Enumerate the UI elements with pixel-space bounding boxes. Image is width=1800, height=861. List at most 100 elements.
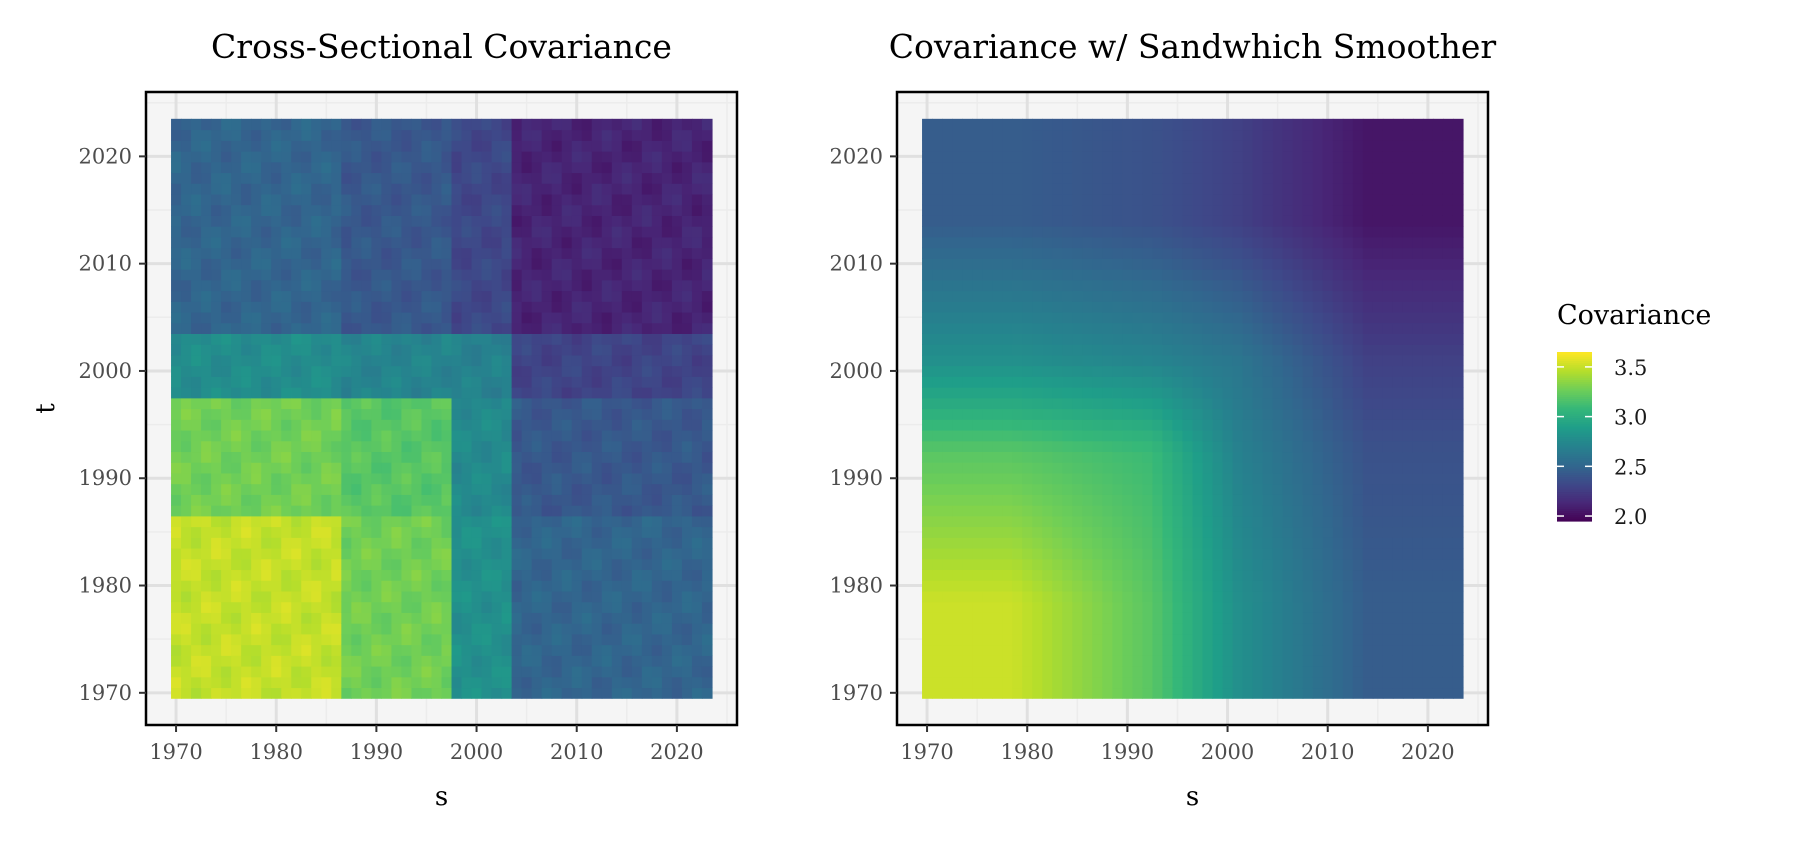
heatmap-cell xyxy=(1162,419,1174,431)
heatmap-cell xyxy=(1212,623,1224,635)
heatmap-cell xyxy=(1072,322,1083,334)
heatmap-cell xyxy=(481,526,493,538)
heatmap-cell xyxy=(1062,397,1073,410)
heatmap-cell xyxy=(251,440,262,453)
heatmap-cell xyxy=(982,505,993,517)
heatmap-cell xyxy=(181,526,192,538)
heatmap-cell xyxy=(1242,451,1254,463)
heatmap-cell xyxy=(661,311,673,324)
heatmap-cell xyxy=(541,333,553,345)
heatmap-cell xyxy=(331,258,342,270)
heatmap-cell xyxy=(321,397,332,410)
heatmap-cell xyxy=(992,440,1003,453)
heatmap-cell xyxy=(1172,193,1184,206)
heatmap-cell xyxy=(1052,462,1063,474)
heatmap-cell xyxy=(221,505,232,517)
heatmap-cell xyxy=(631,505,643,517)
heatmap-cell xyxy=(942,601,953,613)
heatmap-cell xyxy=(661,129,673,141)
heatmap-cell xyxy=(1162,193,1174,206)
heatmap-cell xyxy=(231,590,242,603)
heatmap-cell xyxy=(591,590,603,603)
heatmap-cell xyxy=(181,505,192,517)
heatmap-cell xyxy=(962,161,973,174)
heatmap-cell xyxy=(1002,387,1013,399)
heatmap-cell xyxy=(932,633,943,646)
heatmap-cell xyxy=(501,344,513,356)
heatmap-cell xyxy=(631,665,643,678)
heatmap-cell xyxy=(211,129,222,141)
heatmap-cell xyxy=(241,558,252,571)
heatmap-cell xyxy=(561,601,573,613)
heatmap-cell xyxy=(181,558,192,571)
heatmap-cell xyxy=(321,215,332,227)
heatmap-cell xyxy=(511,279,523,292)
heatmap-cell xyxy=(261,633,272,646)
heatmap-cell xyxy=(1022,547,1033,560)
heatmap-cell xyxy=(531,311,543,324)
heatmap-cell xyxy=(651,601,663,613)
heatmap-cell xyxy=(201,151,212,163)
heatmap-cell xyxy=(701,215,713,227)
heatmap-cell xyxy=(541,462,553,474)
heatmap-cell xyxy=(1112,601,1123,613)
heatmap-cell xyxy=(451,397,463,410)
heatmap-cell xyxy=(1122,365,1133,377)
heatmap-cell xyxy=(1142,462,1154,474)
heatmap-cell xyxy=(401,547,413,560)
heatmap-cell xyxy=(922,472,933,485)
heatmap-cell xyxy=(1192,687,1204,699)
heatmap-cell xyxy=(371,376,382,388)
heatmap-cell xyxy=(1112,258,1123,270)
heatmap-cell xyxy=(371,601,382,613)
heatmap-cell xyxy=(351,623,362,635)
heatmap-cell xyxy=(261,494,272,506)
heatmap-cell xyxy=(1122,140,1133,152)
heatmap-cell xyxy=(461,376,473,388)
heatmap-cell xyxy=(1172,623,1184,635)
heatmap-cell xyxy=(1242,151,1254,163)
heatmap-cell xyxy=(1042,118,1053,131)
heatmap-cell xyxy=(331,322,342,334)
heatmap-cell xyxy=(1252,226,1264,238)
heatmap-cell xyxy=(1162,569,1174,581)
heatmap-cell xyxy=(1112,676,1123,689)
heatmap-cell xyxy=(371,687,382,699)
heatmap-cell xyxy=(261,140,272,152)
heatmap-cell xyxy=(1242,655,1254,667)
heatmap-cell xyxy=(641,301,653,313)
heatmap-cell xyxy=(511,665,523,678)
heatmap-cell xyxy=(1082,397,1093,410)
heatmap-cell xyxy=(992,590,1003,603)
heatmap-cell xyxy=(922,397,933,410)
heatmap-cell xyxy=(461,247,473,259)
heatmap-cell xyxy=(251,558,262,571)
heatmap-cell xyxy=(581,580,593,592)
heatmap-cell xyxy=(421,183,433,195)
heatmap-cell xyxy=(361,558,372,571)
heatmap-cell xyxy=(1012,204,1023,216)
heatmap-cell xyxy=(1152,580,1164,592)
heatmap-cell xyxy=(361,365,372,377)
heatmap-cell xyxy=(421,269,433,281)
heatmap-cell xyxy=(1242,247,1254,259)
heatmap-cell xyxy=(952,215,963,227)
heatmap-cell xyxy=(541,558,553,571)
heatmap-cell xyxy=(1062,354,1073,367)
heatmap-cell xyxy=(301,440,312,453)
heatmap-cell xyxy=(1122,193,1133,206)
heatmap-cell xyxy=(1012,462,1023,474)
heatmap-cell xyxy=(1182,387,1194,399)
heatmap-cell xyxy=(221,472,232,485)
heatmap-cell xyxy=(431,590,443,603)
heatmap-cell xyxy=(1212,311,1224,324)
heatmap-cell xyxy=(251,193,262,206)
heatmap-cell xyxy=(1022,440,1033,453)
heatmap-cell xyxy=(641,483,653,495)
heatmap-cell xyxy=(271,419,282,431)
heatmap-cell xyxy=(1062,580,1073,592)
heatmap-cell xyxy=(1112,172,1123,184)
heatmap-cell xyxy=(1002,161,1013,174)
heatmap-cell xyxy=(992,236,1003,249)
